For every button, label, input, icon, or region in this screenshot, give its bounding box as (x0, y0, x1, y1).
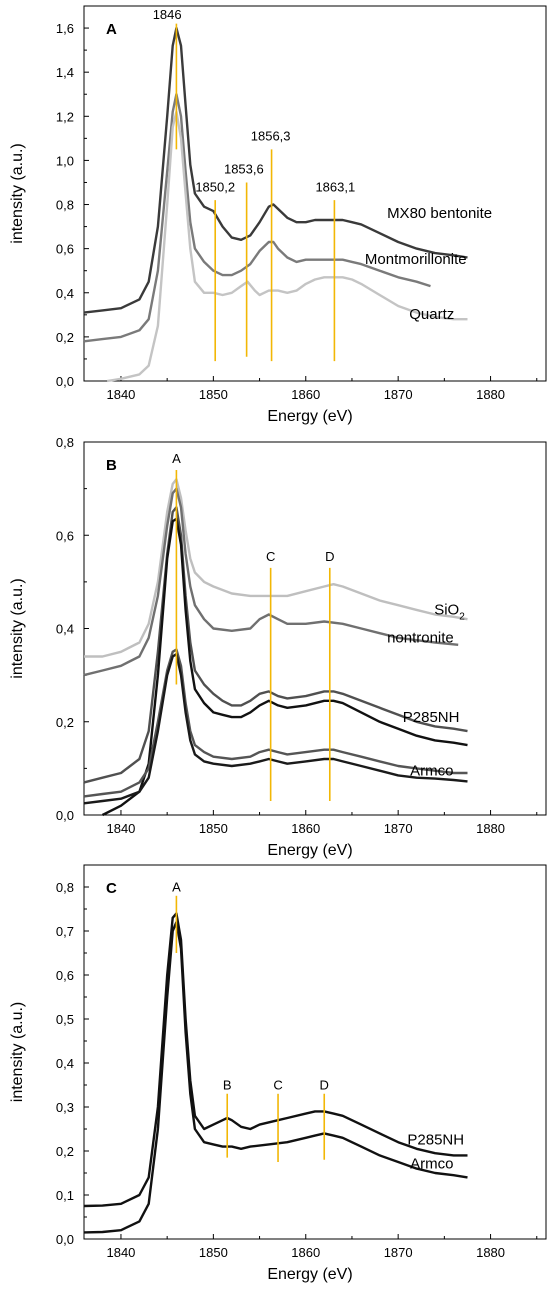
y-axis-label: intensity (a.u.) (9, 578, 26, 678)
y-tick-label: 1,0 (56, 153, 74, 168)
series-label: Armco (410, 762, 453, 779)
x-tick-label: 1850 (199, 821, 228, 836)
series-label: SiO2 (434, 602, 465, 623)
series-label: Armco (410, 1156, 453, 1173)
reference-line-label: D (320, 1077, 329, 1092)
x-tick-label: 1870 (384, 387, 413, 402)
y-tick-label: 0,4 (56, 286, 74, 301)
y-tick-label: 0,0 (56, 1232, 74, 1247)
series-line-mx80-bentonite (84, 28, 468, 313)
x-tick-label: 1840 (106, 1245, 135, 1260)
series-label: nontronite (387, 629, 454, 646)
y-tick-label: 0,6 (56, 968, 74, 983)
reference-line-label: A (172, 879, 181, 894)
x-tick-label: 1880 (476, 387, 505, 402)
panel-b: 1840 1850 1860 1870 1880 0,0 0,2 0,4 0,6 0,8 Energ… (9, 435, 546, 859)
reference-line-label: 1846 (153, 7, 182, 22)
reference-line-label: C (266, 549, 275, 564)
series-label: MX80 bentonite (387, 205, 492, 222)
x-tick-label: 1860 (291, 1245, 320, 1260)
x-tick-label: 1880 (476, 1245, 505, 1260)
series-label: Montmorillonite (365, 251, 467, 268)
reference-line-label: 1853,6 (224, 162, 264, 177)
plot-frame (84, 865, 546, 1239)
y-tick-label: 0,5 (56, 1012, 74, 1027)
series-label: Quartz (409, 306, 454, 323)
reference-line-label: B (223, 1077, 232, 1092)
x-tick-label: 1840 (106, 821, 135, 836)
reference-line-label: 1863,1 (315, 179, 355, 194)
panel-label: C (106, 880, 117, 897)
x-tick-label: 1850 (199, 387, 228, 402)
panel-a: 1840 1850 1860 1870 1880 0,0 0,2 0,4 0,6 0,8 1,0 1,… (9, 6, 546, 425)
y-tick-label: 0,3 (56, 1100, 74, 1115)
y-tick-label: 0,8 (56, 880, 74, 895)
x-tick-label: 1860 (291, 387, 320, 402)
series-label: P285NH (407, 1131, 464, 1148)
y-tick-label: 0,0 (56, 374, 74, 389)
y-tick-label: 0,2 (56, 1144, 74, 1159)
y-tick-label: 0,2 (56, 330, 74, 345)
x-tick-label: 1860 (291, 821, 320, 836)
series-label-subscript: 2 (459, 612, 465, 623)
y-tick-label: 0,4 (56, 622, 74, 637)
y-tick-label: 0,7 (56, 924, 74, 939)
reference-line-label: C (273, 1077, 282, 1092)
y-tick-label: 0,0 (56, 808, 74, 823)
x-axis-label: Energy (eV) (267, 1266, 352, 1283)
x-tick-label: 1870 (384, 1245, 413, 1260)
y-tick-label: 0,1 (56, 1188, 74, 1203)
x-axis-label: Energy (eV) (267, 842, 352, 859)
reference-line-label: D (325, 549, 334, 564)
y-tick-label: 1,6 (56, 21, 74, 36)
y-tick-label: 0,8 (56, 435, 74, 450)
y-tick-label: 0,4 (56, 1056, 74, 1071)
x-tick-label: 1870 (384, 821, 413, 836)
y-tick-label: 0,8 (56, 198, 74, 213)
y-axis-label: intensity (a.u.) (9, 143, 26, 243)
y-tick-label: 1,4 (56, 65, 74, 80)
y-axis-label: intensity (a.u.) (9, 1002, 26, 1102)
x-axis-label: Energy (eV) (267, 408, 352, 425)
x-tick-label: 1880 (476, 821, 505, 836)
y-tick-label: 0,2 (56, 715, 74, 730)
reference-line-label: 1850,2 (195, 179, 235, 194)
panel-label: B (106, 457, 117, 474)
series-label: P285NH (403, 709, 460, 726)
series-label-main: SiO (434, 602, 459, 619)
panel-c: 1840 1850 1860 1870 1880 0,0 0,1 0,2 0,3 0,4 0,5 0,… (9, 865, 546, 1283)
x-tick-label: 1850 (199, 1245, 228, 1260)
x-tick-label: 1840 (106, 387, 135, 402)
y-tick-label: 0,6 (56, 242, 74, 257)
panel-label: A (106, 21, 117, 38)
y-tick-label: 0,6 (56, 528, 74, 543)
reference-line-label: 1856,3 (251, 129, 291, 144)
reference-line-label: A (172, 451, 181, 466)
y-tick-label: 1,2 (56, 109, 74, 124)
